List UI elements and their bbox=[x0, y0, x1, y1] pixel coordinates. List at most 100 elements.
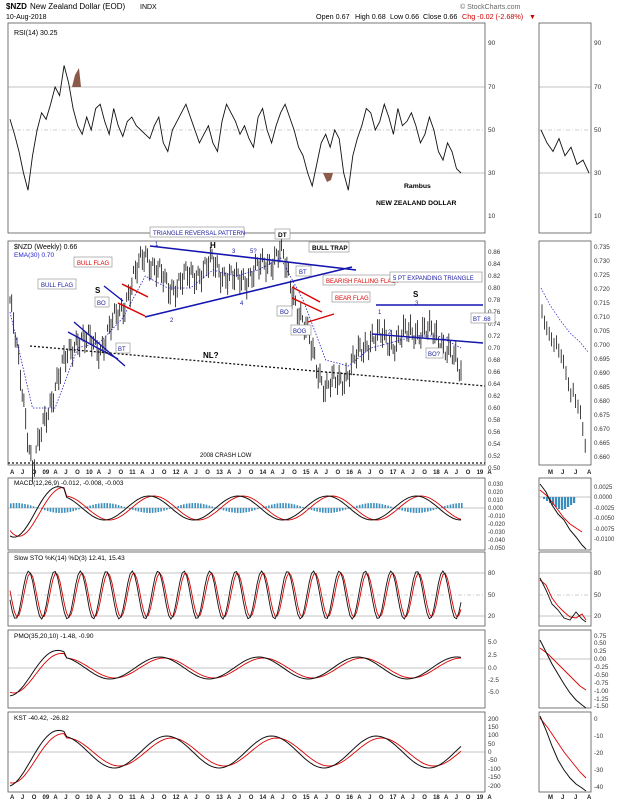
kst-line bbox=[9, 729, 462, 787]
price-right-tick: 0.710 bbox=[594, 314, 610, 321]
expanding-point-3: 3 bbox=[415, 301, 419, 307]
macd-histogram-bar bbox=[245, 508, 247, 513]
macd-axis: 0.030 0.020 0.010 0.000 -0.010 -0.020 -0… bbox=[488, 482, 615, 552]
sto-d-line bbox=[9, 572, 462, 618]
macd-histogram-bar bbox=[378, 503, 381, 508]
price-right-tick: 0.665 bbox=[594, 440, 610, 447]
neckline bbox=[29, 345, 486, 387]
macd-histogram-bar bbox=[132, 508, 134, 510]
rsi-tick: 50 bbox=[488, 127, 496, 134]
macd-histogram-bar bbox=[432, 508, 435, 510]
macd-histogram-bar bbox=[180, 505, 182, 508]
macd-histogram-bar bbox=[120, 505, 123, 508]
macd-histogram-bar bbox=[78, 508, 80, 510]
price-right-tick: 0.700 bbox=[594, 342, 610, 349]
x-tick-label: O bbox=[32, 795, 37, 800]
macd-histogram-bar bbox=[100, 503, 103, 508]
macd-histogram-bar bbox=[276, 503, 279, 508]
macd-histogram-bar bbox=[61, 508, 63, 513]
pmo-signal-line bbox=[9, 652, 462, 694]
macd-histogram-bar bbox=[15, 503, 18, 508]
macd-right-line bbox=[539, 483, 587, 550]
macd-histogram-bar bbox=[208, 505, 211, 508]
macd-histogram-bar bbox=[89, 505, 91, 508]
pmo-tick: 0.0 bbox=[488, 665, 497, 672]
x-tick-label: A bbox=[487, 470, 492, 476]
macd-histogram-bar bbox=[194, 503, 196, 508]
pmo-tick: -5.0 bbox=[488, 689, 499, 696]
bull-flag-2-label: BULL FLAG bbox=[77, 261, 109, 267]
pmo-right-tick: -0.50 bbox=[594, 672, 609, 679]
macd-histogram-bar bbox=[444, 506, 446, 508]
x-tick-label: A bbox=[227, 470, 232, 476]
rsi-line bbox=[9, 65, 462, 191]
sto-label: Slow STO %K(14) %D(3) 12.41, 15.43 bbox=[14, 555, 125, 562]
kst-tick: 100 bbox=[488, 732, 499, 739]
macd-histogram-bar bbox=[202, 504, 205, 508]
x-tick-label: O bbox=[379, 795, 384, 800]
x-tick-label: J bbox=[194, 795, 197, 800]
rsi-tick: 70 bbox=[488, 84, 496, 91]
pmo-right-tick: 0.50 bbox=[594, 640, 607, 647]
macd-histogram-bar bbox=[333, 508, 335, 513]
macd-histogram-bar bbox=[109, 503, 111, 508]
rsi-panel: RSI(14) 30.25 90 70 50 30 10 90 70 50 30… bbox=[8, 30, 602, 220]
macd-histogram-bar bbox=[92, 504, 94, 508]
rsi-right-line bbox=[540, 129, 590, 174]
macd-histogram-bar bbox=[299, 506, 301, 508]
x-tick-label: O bbox=[205, 470, 210, 476]
x-tick-label: J bbox=[368, 470, 371, 476]
macd-histogram-bar bbox=[239, 508, 242, 513]
price-right-tick: 0.705 bbox=[594, 328, 610, 335]
pmo-right-line bbox=[539, 639, 587, 709]
x-right-tick-label: M bbox=[548, 470, 553, 476]
macd-histogram-bar bbox=[154, 508, 157, 513]
macd-histogram-bar bbox=[140, 508, 143, 513]
point-3-label: 3 bbox=[232, 249, 236, 255]
triangle-lower-line bbox=[144, 266, 353, 318]
kst-tick: 50 bbox=[488, 741, 496, 748]
macd-right-tick: 0.0000 bbox=[594, 495, 613, 501]
macd-right-histogram-bar bbox=[570, 497, 573, 505]
rsi-right-tick: 90 bbox=[594, 40, 602, 47]
macd-right-signal bbox=[539, 489, 583, 533]
x-tick-label: O bbox=[162, 795, 167, 800]
triangle-upper-line bbox=[149, 245, 357, 271]
pmo-panel: PMO(35,20,10) -1.48, -0.90 5.0 2.5 0.0 -… bbox=[8, 633, 609, 710]
rsi-right-tick: 50 bbox=[594, 127, 602, 134]
macd-histogram-bar bbox=[401, 508, 403, 511]
macd-histogram-bar bbox=[197, 503, 199, 508]
x-tick-label: O bbox=[466, 795, 471, 800]
macd-histogram-bar bbox=[83, 507, 86, 508]
price-right-tick: 0.680 bbox=[594, 398, 610, 405]
pmo-label: PMO(35,20,10) -1.48, -0.90 bbox=[14, 633, 94, 640]
rsi-label: RSI(14) 30.25 bbox=[14, 30, 58, 37]
macd-histogram-bar bbox=[214, 507, 216, 508]
price-tick: 0.86 bbox=[488, 249, 501, 256]
kst-right-tick: -10 bbox=[594, 733, 604, 740]
x-tick-label: A bbox=[357, 795, 362, 800]
bull-trap-label: BULL TRAP bbox=[312, 245, 348, 252]
point-4-label: 4 bbox=[240, 301, 244, 307]
x-tick-label: O bbox=[249, 470, 254, 476]
x-tick-label: 18 bbox=[433, 795, 440, 800]
x-tick-label: O bbox=[119, 470, 124, 476]
kst-right-tick: -40 bbox=[594, 784, 604, 791]
point-2-label: 2 bbox=[170, 318, 174, 324]
macd-histogram-bar bbox=[373, 503, 375, 508]
sto-right-k bbox=[539, 577, 587, 623]
macd-histogram-bar bbox=[123, 506, 126, 508]
rsi-overbought-fill bbox=[72, 68, 81, 87]
pmo-right-tick: -0.75 bbox=[594, 680, 609, 687]
x-axis-bottom: A J O 09 A J O 10 A J O 11 A J O 12 A J O 13 A J O 14 A J O 15 A J O 16… bbox=[10, 795, 492, 800]
macd-histogram-bar bbox=[327, 508, 330, 513]
exchange: INDX bbox=[140, 4, 157, 11]
x-tick-label: 10 bbox=[86, 795, 93, 800]
x-tick-label: A bbox=[314, 795, 319, 800]
macd-histogram-bar bbox=[242, 508, 245, 513]
sto-tick: 80 bbox=[488, 570, 496, 577]
x-tick-label: 17 bbox=[390, 795, 397, 800]
macd-histogram-bar bbox=[265, 506, 267, 508]
bt-68-label: BT .68 bbox=[473, 317, 491, 323]
expanding-point-1: 1 bbox=[378, 310, 382, 316]
